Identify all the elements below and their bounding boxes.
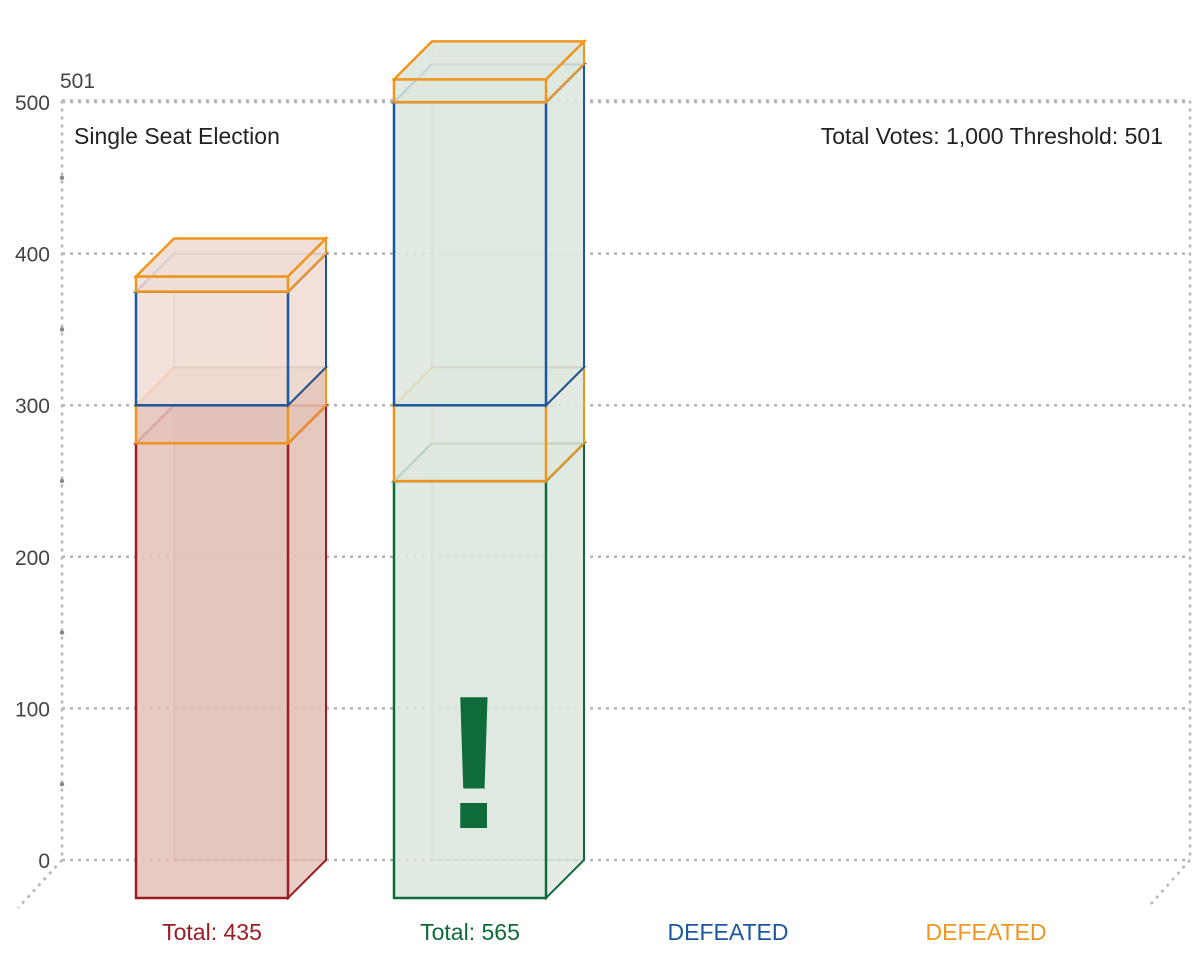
axis-dot (59, 478, 65, 484)
candidate-label: DEFEATED (926, 919, 1047, 945)
floor-edge-left (17, 859, 63, 909)
bar-segment (390, 440, 588, 901)
bar-front-face (392, 78, 548, 104)
bars (132, 38, 588, 901)
election-info: Total Votes: 1,000 Threshold: 501 (821, 123, 1163, 149)
bar-front-face (392, 479, 548, 900)
axis-dot (59, 782, 65, 787)
bar-stack (132, 236, 330, 901)
candidate-label: Total: 435 (162, 919, 262, 945)
floor-edge-right (1149, 859, 1191, 906)
bar-segment (132, 402, 330, 901)
bar-segment (132, 251, 330, 408)
axis-dot (59, 630, 65, 635)
grid-layer (17, 99, 1192, 909)
y-tick-label: 300 (15, 395, 50, 418)
bar-front-face (134, 441, 290, 900)
candidate-label: Total: 565 (420, 919, 520, 945)
y-tick-label: 500 (15, 92, 50, 115)
axis-dot (59, 327, 65, 332)
threshold-label: 501 (60, 70, 95, 93)
y-tick-label: 400 (15, 244, 50, 267)
bar-front-face (392, 404, 548, 483)
y-tick-label: 200 (15, 547, 50, 570)
y-tick-label: 100 (15, 698, 50, 721)
y-tick-label: 0 (38, 850, 50, 873)
bar-front-face (134, 290, 290, 407)
chart-title: Single Seat Election (74, 123, 280, 149)
candidate-label: DEFEATED (668, 919, 789, 945)
bar-top-face (390, 40, 588, 81)
bar-side-face (287, 402, 327, 901)
winner-exclamation-icon: ! (442, 657, 505, 869)
bar-front-face (392, 100, 548, 407)
bar-segment (390, 38, 588, 105)
bar-segment (132, 236, 330, 295)
bar-front-face (134, 275, 290, 293)
bar-stack (390, 38, 588, 901)
candidate-labels: Total: 435 Total: 565 DEFEATED DEFEATED (162, 919, 1046, 945)
bar-side-face (545, 440, 585, 901)
bar-side-face (545, 61, 585, 408)
bar-front-face (134, 404, 290, 445)
bar-top-face (132, 237, 330, 278)
axis-dot (59, 175, 65, 180)
bar-segment (390, 61, 588, 408)
y-axis: 0 100 200 300 400 500 (15, 92, 50, 873)
